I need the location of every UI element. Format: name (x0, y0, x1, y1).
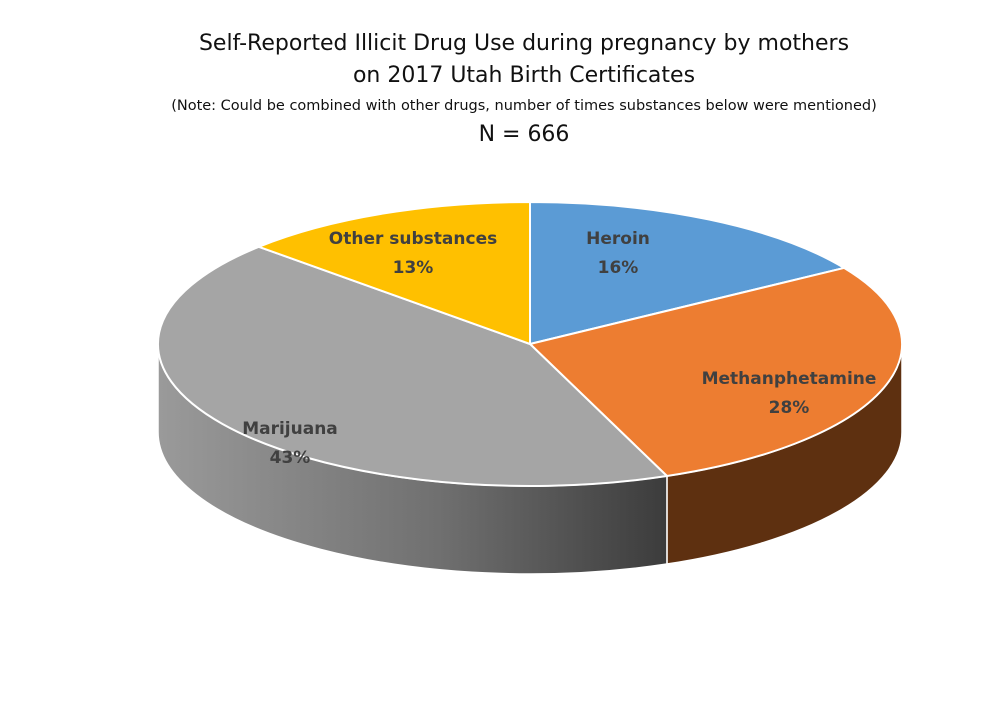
sample-size: N = 666 (479, 122, 570, 147)
chart-subtitle: (Note: Could be combined with other drug… (171, 98, 877, 114)
slice-name-marijuana: Marijuana (242, 419, 338, 439)
slice-label-methanphetamine: Methanphetamine 28% (702, 369, 877, 418)
pie-slice-marijuana (157, 245, 668, 487)
slice-label-marijuana: Marijuana 43% (242, 419, 338, 468)
slice-name-other-substances: Other substances (329, 229, 497, 249)
slice-value-heroin: 16% (598, 258, 639, 278)
pie-slice-heroin (529, 201, 846, 345)
pie-slice-other-substances (257, 201, 531, 345)
slice-label-heroin: Heroin 16% (586, 229, 650, 278)
slice-value-methanphetamine: 28% (769, 398, 810, 418)
slice-label-other-substances: Other substances 13% (329, 229, 497, 278)
pie-slices (157, 201, 903, 487)
slice-value-marijuana: 43% (270, 448, 311, 468)
chart-title-line2: on 2017 Utah Birth Certificates (353, 63, 695, 88)
slice-value-other-substances: 13% (393, 258, 434, 278)
chart-title: Self-Reported Illicit Drug Use during pr… (199, 31, 849, 56)
pie-slice-methanphetamine (529, 266, 903, 478)
slice-name-methanphetamine: Methanphetamine (702, 369, 877, 389)
slice-name-heroin: Heroin (586, 229, 650, 249)
